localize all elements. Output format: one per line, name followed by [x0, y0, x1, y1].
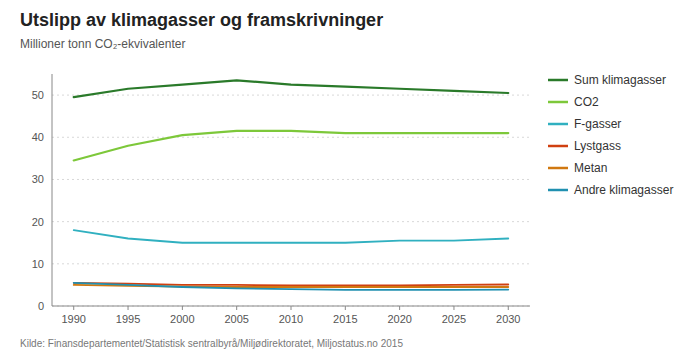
x-tick-label: 2005 — [224, 313, 248, 325]
grid-line — [52, 95, 530, 96]
x-tick-label: 1995 — [116, 313, 140, 325]
x-tick-label: 2010 — [279, 313, 303, 325]
source-note: Kilde: Finansdepartementet/Statistisk se… — [20, 338, 403, 349]
legend-label: Andre klimagasser — [574, 183, 673, 197]
y-axis — [52, 74, 53, 306]
y-tick-label: 40 — [32, 131, 44, 143]
legend: Sum klimagasser CO2 F-gasser Lystgass Metan A… — [548, 73, 673, 197]
grid-line — [52, 263, 530, 264]
x-tick — [345, 306, 346, 310]
subtitle: Millioner tonn CO₂-ekvivalenter — [20, 37, 185, 51]
y-tick-label: 20 — [32, 216, 44, 228]
legend-label: F-gasser — [574, 117, 621, 131]
series-line — [74, 283, 509, 290]
x-tick-label: 2015 — [333, 313, 357, 325]
legend-swatch — [548, 189, 568, 192]
x-tick — [399, 306, 400, 310]
y-tick-label: 50 — [32, 89, 44, 101]
x-tick — [73, 306, 74, 310]
legend-swatch — [548, 101, 568, 104]
grid-line — [52, 306, 530, 307]
x-tick — [128, 306, 129, 310]
legend-label: Lystgass — [574, 139, 621, 153]
legend-swatch — [548, 145, 568, 148]
grid-line — [52, 221, 530, 222]
legend-label: CO2 — [574, 95, 599, 109]
x-tick-label: 2000 — [170, 313, 194, 325]
legend-label: Metan — [574, 161, 607, 175]
series-line — [74, 80, 509, 97]
x-tick — [182, 306, 183, 310]
title: Utslipp av klimagasser og framskrivninge… — [20, 10, 383, 30]
grid-line — [52, 137, 530, 138]
series-group — [74, 80, 509, 290]
series-line — [74, 131, 509, 161]
x-tick-label: 2020 — [387, 313, 411, 325]
x-tick-label: 2030 — [496, 313, 520, 325]
legend-swatch — [548, 79, 568, 82]
x-tick — [508, 306, 509, 310]
x-tick-label: 1990 — [61, 313, 85, 325]
x-tick — [453, 306, 454, 310]
grid — [52, 95, 530, 306]
legend-label: Sum klimagasser — [574, 73, 666, 87]
legend-swatch — [548, 167, 568, 170]
grid-line — [52, 179, 530, 180]
series-line — [74, 230, 509, 243]
x-axis — [52, 306, 530, 307]
y-tick-label: 30 — [32, 173, 44, 185]
y-tick-label: 0 — [38, 300, 44, 312]
legend-swatch — [548, 123, 568, 126]
chart: Utslipp av klimagasser og framskrivninge… — [0, 0, 700, 355]
x-tick — [291, 306, 292, 310]
x-tick-label: 2025 — [442, 313, 466, 325]
y-tick-label: 10 — [32, 258, 44, 270]
x-tick — [236, 306, 237, 310]
